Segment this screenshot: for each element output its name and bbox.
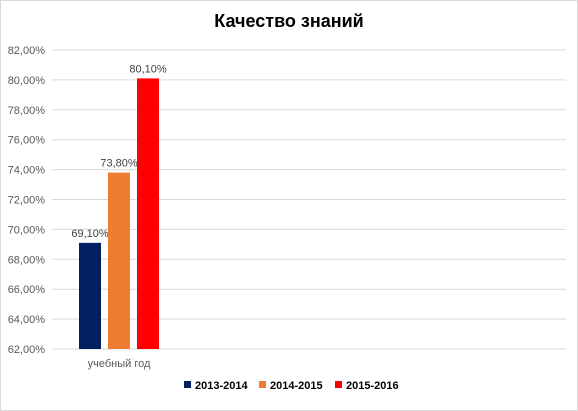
legend-label: 2014-2015 (270, 380, 323, 392)
x-axis-labels: учебный год (88, 358, 151, 370)
y-tick-label: 66,00% (8, 284, 46, 296)
legend-swatch (184, 381, 191, 388)
bars: 69,10% 73,80% 80,10% (71, 63, 167, 349)
bar-2014-2015 (108, 172, 130, 349)
y-tick-label: 64,00% (8, 314, 46, 326)
y-tick-label: 82,00% (8, 45, 46, 57)
data-label: 69,10% (71, 228, 109, 240)
y-tick-label: 76,00% (8, 135, 46, 147)
data-label: 80,10% (129, 63, 167, 75)
bar-2013-2014 (79, 242, 101, 349)
y-tick-label: 62,00% (8, 344, 46, 356)
legend-label: 2015-2016 (346, 380, 399, 392)
y-axis-labels: 62,00% 64,00% 66,00% 68,00% 70,00% 72,00% 74,0… (8, 45, 46, 356)
chart-title: Качество знаний (214, 11, 363, 31)
bar-2015-2016 (137, 78, 159, 349)
y-tick-label: 78,00% (8, 105, 46, 117)
legend-label: 2013-2014 (195, 380, 248, 392)
legend-swatch (259, 381, 266, 388)
x-tick-label: учебный год (88, 358, 151, 370)
legend: 2013-2014 2014-2015 2015-2016 (184, 380, 399, 392)
legend-swatch (335, 381, 342, 388)
y-tick-label: 74,00% (8, 165, 46, 177)
data-label: 73,80% (100, 158, 138, 170)
y-tick-label: 70,00% (8, 224, 46, 236)
y-tick-label: 72,00% (8, 195, 46, 207)
y-tick-label: 68,00% (8, 254, 46, 266)
y-tick-label: 80,00% (8, 75, 46, 87)
